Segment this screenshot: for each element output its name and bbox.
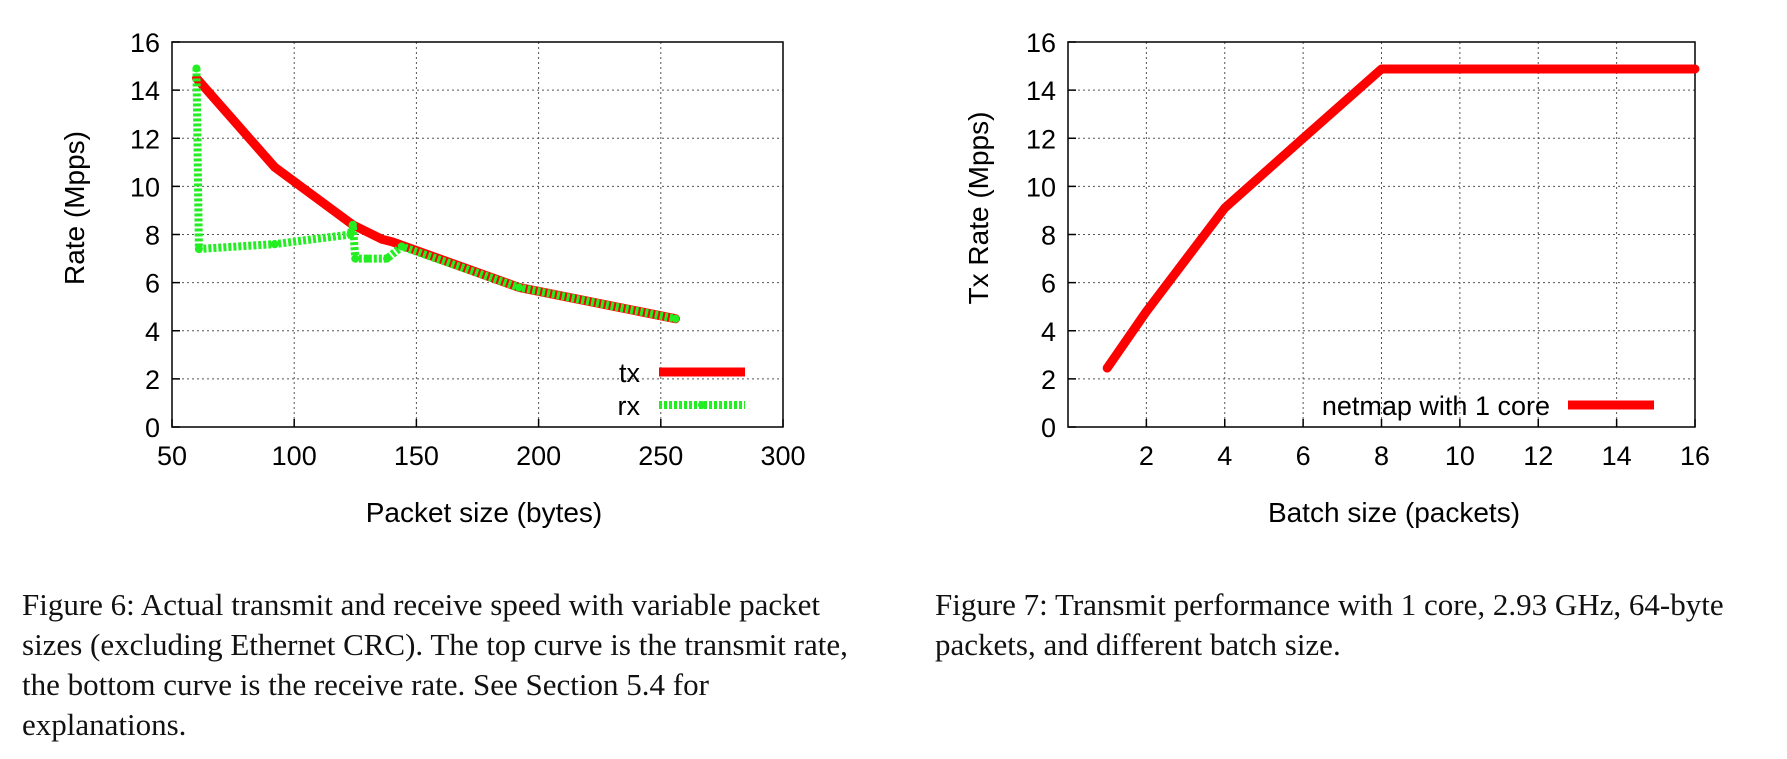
y-tick-label: 2 (1041, 365, 1056, 395)
legend-marker-1 (698, 401, 706, 409)
data-point-rx (515, 283, 524, 292)
figure-6-chart: Packet size (bytes) Rate (Mpps) 50 100 150… (59, 28, 806, 528)
x-tick-label: 16 (1680, 441, 1710, 471)
x-axis-label: Batch size (packets) (1268, 497, 1520, 528)
data-point-rx (194, 244, 203, 253)
x-tick-label: 250 (638, 441, 683, 471)
data-point-rx (671, 314, 680, 323)
data-point-rx (270, 240, 279, 249)
y-tick-label: 14 (130, 76, 160, 106)
figure-7-chart: Batch size (packets) Tx Rate (Mpps) 2 4 6 8… (963, 28, 1710, 528)
x-tick-label: 14 (1602, 441, 1632, 471)
x-tick-label: 300 (760, 441, 805, 471)
y-tick-label: 14 (1026, 76, 1056, 106)
y-tick-label: 0 (145, 413, 160, 443)
y-tick-label: 6 (145, 269, 160, 299)
x-tick-label: 2 (1139, 441, 1154, 471)
x-tick-label: 50 (157, 441, 187, 471)
x-tick-label: 6 (1296, 441, 1311, 471)
y-axis-label: Rate (Mpps) (59, 131, 90, 285)
y-tick-label: 8 (145, 221, 160, 251)
data-point-rx (363, 254, 372, 263)
y-tick-label: 8 (1041, 221, 1056, 251)
series-line-netmap with 1 core (1102, 64, 1700, 373)
x-axis-label: Packet size (bytes) (366, 497, 603, 528)
figure-6-caption: Figure 6: Actual transmit and receive sp… (22, 587, 848, 742)
data-point-rx (348, 220, 357, 229)
x-tick-label: 200 (516, 441, 561, 471)
x-tick-label: 8 (1374, 441, 1389, 471)
plot-frame (1067, 41, 1696, 428)
legend-label-1: rx (618, 391, 641, 421)
series-line-rx (192, 68, 677, 323)
figure-7-caption: Figure 7: Transmit performance with 1 co… (935, 587, 1724, 662)
data-point-rx (351, 254, 360, 263)
y-tick-label: 12 (130, 124, 160, 154)
y-tick-label: 6 (1041, 269, 1056, 299)
x-tick-label: 4 (1217, 441, 1232, 471)
legend-label-0: netmap with 1 core (1322, 391, 1550, 421)
data-point-rx (397, 242, 406, 251)
y-tick-label: 0 (1041, 413, 1056, 443)
y-tick-label: 10 (1026, 172, 1056, 202)
data-point-rx (192, 64, 201, 73)
data-point-rx (346, 230, 355, 239)
y-tick-label: 12 (1026, 124, 1056, 154)
x-tick-label: 150 (394, 441, 439, 471)
data-point-rx (383, 254, 392, 263)
y-tick-label: 4 (145, 317, 160, 347)
y-tick-label: 4 (1041, 317, 1056, 347)
legend-label-0: tx (619, 358, 641, 388)
y-axis-label: Tx Rate (Mpps) (963, 112, 994, 305)
y-tick-label: 10 (130, 172, 160, 202)
y-tick-label: 16 (1026, 28, 1056, 58)
x-tick-label: 100 (272, 441, 317, 471)
x-tick-label: 12 (1523, 441, 1553, 471)
x-tick-label: 10 (1445, 441, 1475, 471)
y-tick-label: 16 (130, 28, 160, 58)
y-tick-label: 2 (145, 365, 160, 395)
